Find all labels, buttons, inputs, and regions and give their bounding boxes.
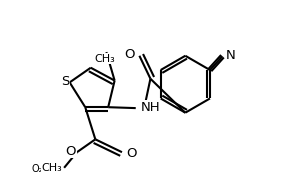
Text: O: O [66,145,76,158]
Text: N: N [226,49,236,62]
Text: O: O [124,48,135,61]
Text: O₂CH₃: O₂CH₃ [32,164,61,174]
Text: NH: NH [140,101,160,114]
Text: CH₃: CH₃ [94,54,115,64]
Text: O: O [126,147,137,160]
Text: CH₃: CH₃ [41,163,62,173]
Text: S: S [61,75,69,88]
